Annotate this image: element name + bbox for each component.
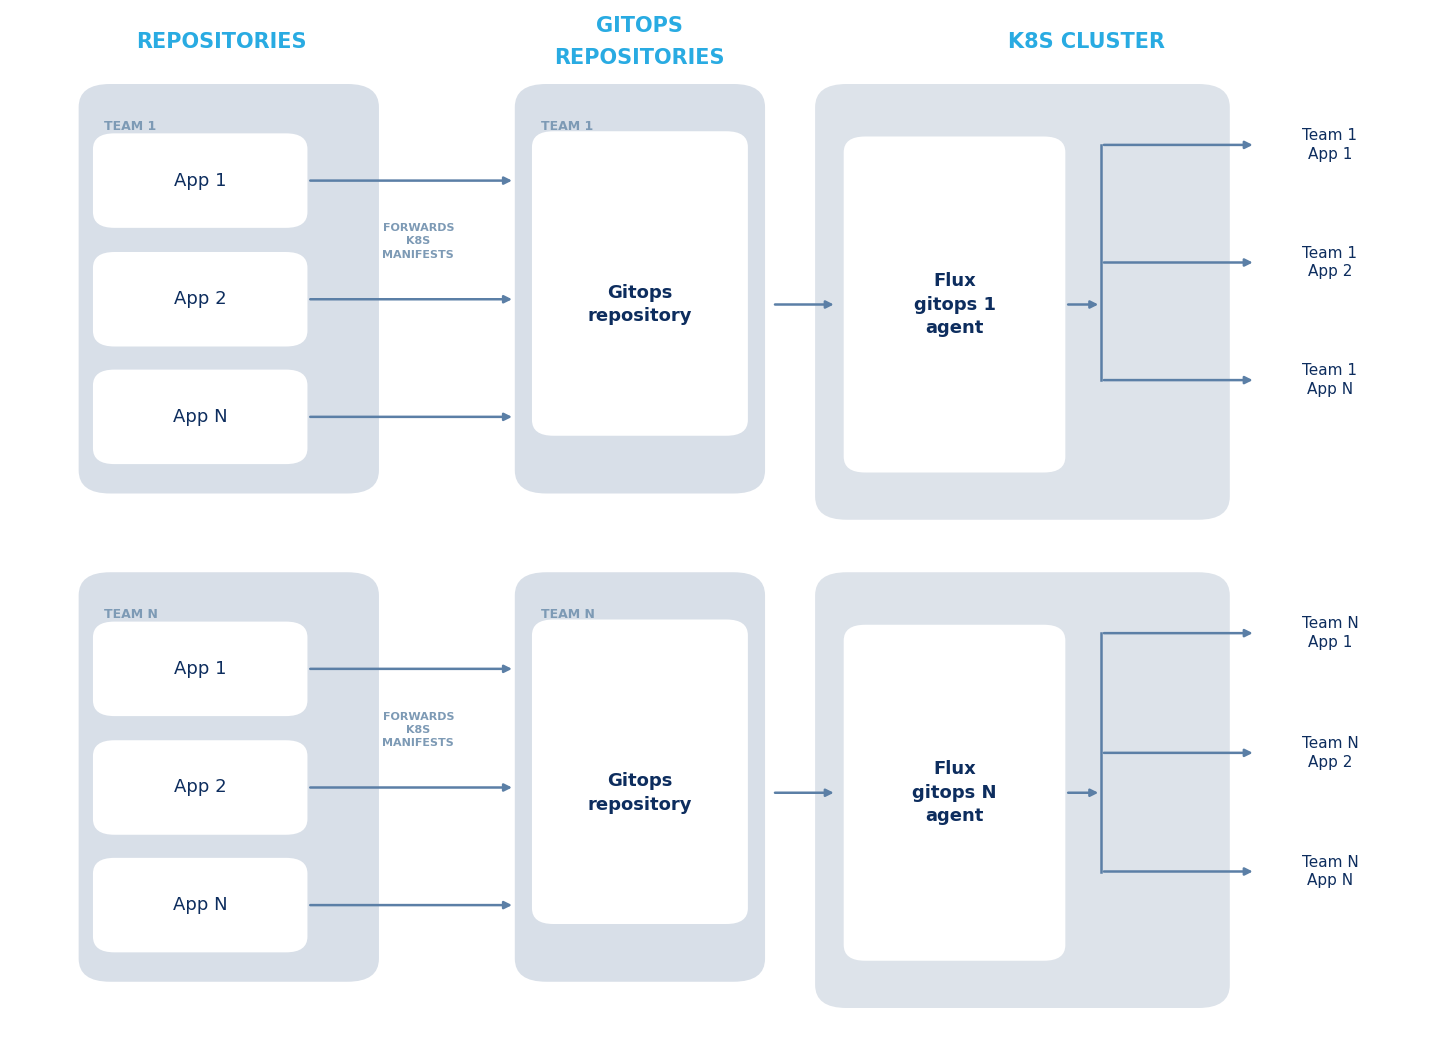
FancyBboxPatch shape [532,131,748,436]
Text: App 1: App 1 [174,171,226,190]
Text: App 1: App 1 [174,659,226,678]
Text: K8S CLUSTER: K8S CLUSTER [1008,32,1165,52]
Text: Team N
App 1: Team N App 1 [1301,616,1358,650]
Text: App N: App N [173,896,227,915]
Text: App 2: App 2 [174,778,226,797]
FancyBboxPatch shape [93,858,307,952]
Text: Team 1
App 1: Team 1 App 1 [1303,128,1357,162]
Text: REPOSITORIES: REPOSITORIES [136,32,307,52]
Text: Team N
App 2: Team N App 2 [1301,736,1358,770]
Text: TEAM N: TEAM N [104,608,159,621]
Text: GITOPS: GITOPS [596,16,682,37]
FancyBboxPatch shape [532,620,748,924]
Text: Team N
App N: Team N App N [1301,855,1358,888]
FancyBboxPatch shape [1258,590,1401,676]
FancyBboxPatch shape [515,572,765,982]
Text: FORWARDS
K8S
MANIFESTS: FORWARDS K8S MANIFESTS [382,224,455,259]
FancyBboxPatch shape [1258,219,1401,306]
Text: FORWARDS
K8S
MANIFESTS: FORWARDS K8S MANIFESTS [382,712,455,748]
Text: App 2: App 2 [174,290,226,309]
Text: TEAM 1: TEAM 1 [541,120,593,132]
FancyBboxPatch shape [1258,102,1401,188]
FancyBboxPatch shape [844,136,1065,472]
FancyBboxPatch shape [515,84,765,493]
FancyBboxPatch shape [93,622,307,716]
FancyBboxPatch shape [844,625,1065,961]
Text: Flux
gitops 1
agent: Flux gitops 1 agent [914,272,995,337]
FancyBboxPatch shape [93,133,307,228]
FancyBboxPatch shape [1258,710,1401,796]
Text: Flux
gitops N
agent: Flux gitops N agent [912,760,997,825]
Text: App N: App N [173,407,227,426]
Text: TEAM N: TEAM N [541,608,595,621]
FancyBboxPatch shape [1258,337,1401,423]
Text: Team 1
App 2: Team 1 App 2 [1303,246,1357,279]
FancyBboxPatch shape [93,740,307,835]
Text: REPOSITORIES: REPOSITORIES [553,47,725,68]
FancyBboxPatch shape [93,252,307,346]
FancyBboxPatch shape [815,84,1230,520]
FancyBboxPatch shape [79,572,379,982]
Text: Gitops
repository: Gitops repository [588,284,692,326]
Text: Gitops
repository: Gitops repository [588,772,692,814]
Text: Team 1
App N: Team 1 App N [1303,363,1357,397]
FancyBboxPatch shape [815,572,1230,1008]
FancyBboxPatch shape [79,84,379,493]
Text: TEAM 1: TEAM 1 [104,120,157,132]
FancyBboxPatch shape [1258,828,1401,915]
FancyBboxPatch shape [93,370,307,464]
